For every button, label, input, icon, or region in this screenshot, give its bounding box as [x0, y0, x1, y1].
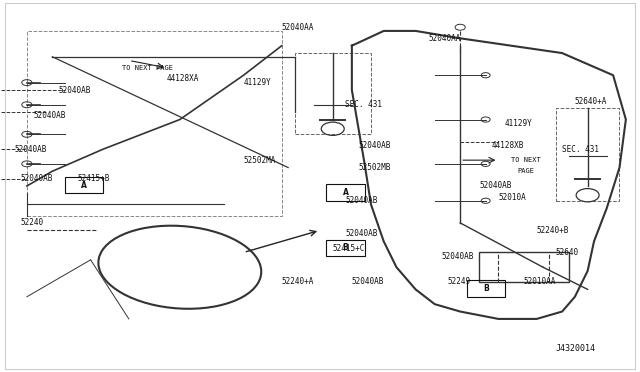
Text: 52415+C: 52415+C — [333, 244, 365, 253]
Text: 52240: 52240 — [20, 218, 44, 227]
Text: B: B — [483, 284, 488, 293]
Text: 52249: 52249 — [447, 278, 470, 286]
Text: 52502MA: 52502MA — [244, 155, 276, 165]
Text: SEC. 431: SEC. 431 — [562, 145, 599, 154]
Text: 52240+A: 52240+A — [282, 278, 314, 286]
Text: 52040AA: 52040AA — [282, 23, 314, 32]
Text: 52415+B: 52415+B — [78, 174, 110, 183]
Text: 52040AB: 52040AB — [441, 251, 474, 261]
Text: SEC. 431: SEC. 431 — [346, 100, 383, 109]
Text: 52040AB: 52040AB — [346, 196, 378, 205]
Text: 52040AB: 52040AB — [479, 182, 512, 190]
Text: 52010AA: 52010AA — [524, 278, 556, 286]
Text: 52040AB: 52040AB — [358, 141, 390, 150]
Text: 41129Y: 41129Y — [505, 119, 532, 128]
Text: 52040AB: 52040AB — [346, 230, 378, 238]
Text: A: A — [342, 188, 348, 197]
Text: J4320014: J4320014 — [556, 344, 596, 353]
Text: 52040AB: 52040AB — [33, 111, 66, 121]
Text: B: B — [342, 243, 348, 252]
Text: 44128XA: 44128XA — [167, 74, 200, 83]
Text: 52240+B: 52240+B — [537, 226, 569, 235]
Text: 52040AB: 52040AB — [20, 174, 53, 183]
Text: 41129Y: 41129Y — [244, 78, 271, 87]
Text: 52640+A: 52640+A — [575, 97, 607, 106]
Text: 52502MB: 52502MB — [358, 163, 390, 172]
Text: 52640: 52640 — [556, 248, 579, 257]
Text: TO NEXT PAGE: TO NEXT PAGE — [122, 65, 173, 71]
Text: PAGE: PAGE — [518, 168, 534, 174]
Text: A: A — [81, 180, 87, 190]
Text: 52040AB: 52040AB — [59, 86, 91, 94]
Text: 52010A: 52010A — [499, 193, 526, 202]
Text: 52040AB: 52040AB — [14, 145, 47, 154]
Text: 52040AA: 52040AA — [428, 34, 461, 43]
Text: 44128XB: 44128XB — [492, 141, 524, 150]
Text: 52040AB: 52040AB — [352, 278, 384, 286]
Text: TO NEXT: TO NEXT — [511, 157, 541, 163]
